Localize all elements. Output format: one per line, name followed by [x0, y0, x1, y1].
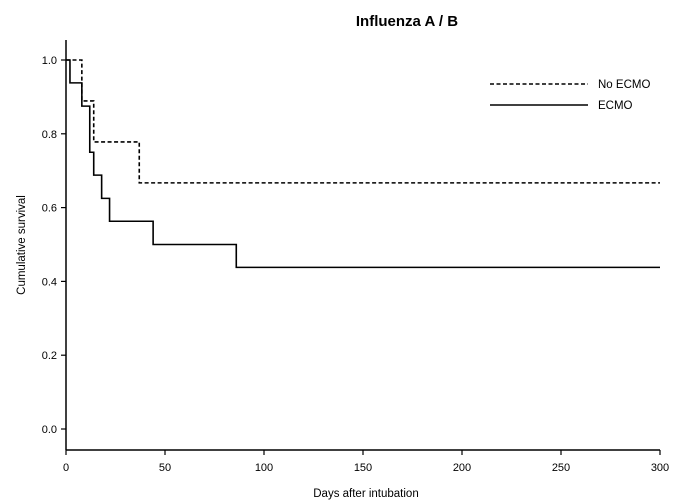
y-tick-label: 1.0 [42, 55, 57, 67]
x-tick-label: 150 [354, 462, 372, 474]
series-line-ecmo [66, 59, 660, 269]
x-tick-label: 50 [159, 462, 171, 474]
x-tick-label: 300 [651, 462, 669, 474]
chart-title: Influenza A / B [356, 13, 458, 30]
x-axis-label: Days after intubation [313, 488, 418, 500]
y-tick-label: 0.8 [42, 129, 57, 141]
y-axis-label: Cumulative survival [16, 195, 28, 295]
series-layer [66, 59, 660, 269]
legend: No ECMO ECMO [490, 79, 650, 112]
x-tick-label: 0 [63, 462, 69, 474]
y-tick-label: 0.2 [42, 350, 57, 362]
y-ticks: 0.0 0.2 0.4 0.6 0.8 1.0 [42, 55, 66, 436]
legend-label-ecmo: ECMO [598, 100, 633, 112]
x-ticks: 0 50 100 150 200 250 300 [63, 450, 669, 474]
y-tick-label: 0.6 [42, 203, 57, 215]
y-tick-label: 0.4 [42, 276, 57, 288]
legend-label-no-ecmo: No ECMO [598, 79, 650, 91]
x-tick-label: 250 [552, 462, 570, 474]
x-tick-label: 200 [453, 462, 471, 474]
y-tick-label: 0.0 [42, 424, 57, 436]
x-tick-label: 100 [255, 462, 273, 474]
series-line-no-ecmo [66, 59, 660, 184]
